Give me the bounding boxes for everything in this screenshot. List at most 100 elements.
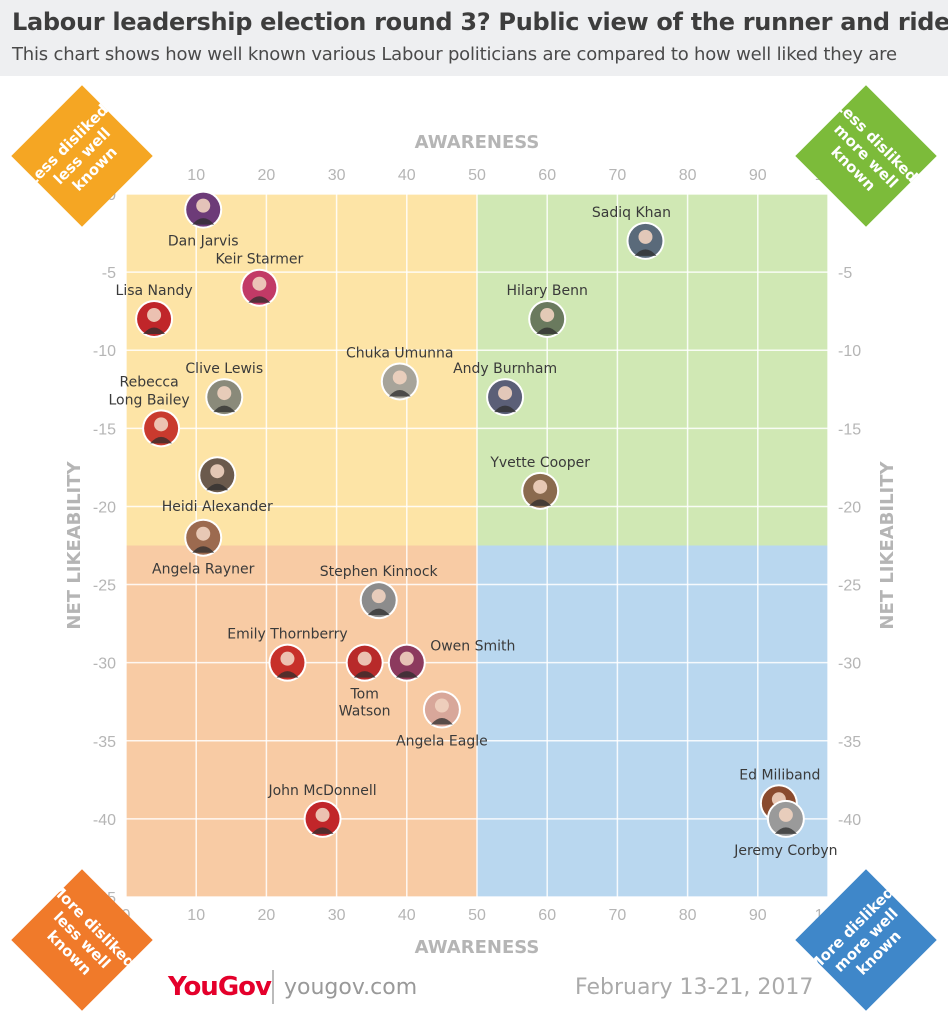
y-tick-label-right: -20 [838, 499, 861, 516]
data-point: Keir Starmer [216, 252, 304, 307]
x-tick-label-top: 50 [468, 167, 486, 184]
avatar-face-icon [392, 370, 407, 385]
data-label: Tom [349, 687, 378, 703]
footer-url[interactable]: yougov.com [284, 975, 418, 1000]
data-point: Rebecca Long Bailey [108, 374, 190, 448]
data-label: Heidi Alexander [162, 499, 273, 515]
avatar-face-icon [533, 479, 548, 494]
avatar-shoulders-icon [395, 671, 418, 678]
chart-subtitle: This chart shows how well known various … [12, 44, 897, 65]
y-tick-label-left: -5 [102, 265, 116, 282]
data-point: Lisa Nandy [116, 283, 193, 338]
y-tick-label-right: -15 [838, 421, 861, 438]
data-label: Hilary Benn [507, 283, 588, 299]
x-tick-label-bottom: 10 [187, 907, 205, 924]
data-label: Chuka Umunna [346, 345, 454, 361]
avatar-shoulders-icon [353, 671, 376, 678]
avatar-shoulders-icon [494, 405, 517, 413]
y-tick-label-left: -15 [93, 421, 116, 438]
data-label: Jeremy Corbyn [733, 843, 837, 859]
y-tick-label-right: -35 [838, 734, 861, 751]
x-axis-title-bottom: AWARENESS [415, 937, 540, 958]
data-point: Clive Lewis [185, 361, 263, 417]
yougov-logo: YouGov [168, 972, 272, 1002]
data-label: Rebecca [120, 374, 179, 390]
data-label: Keir Starmer [216, 252, 304, 268]
x-tick-label-bottom: 30 [328, 907, 346, 924]
x-tick-label-top: 30 [328, 167, 346, 184]
avatar-shoulders-icon [311, 827, 334, 834]
avatar-shoulders-icon [192, 546, 215, 553]
avatar-face-icon [196, 198, 211, 213]
data-label: Watson [339, 704, 391, 720]
avatar-shoulders-icon [529, 499, 552, 506]
avatar-shoulders-icon [206, 483, 229, 491]
data-label: Long Bailey [108, 392, 189, 408]
y-tick-label-left: -35 [93, 734, 116, 751]
quadrant-top-left [126, 194, 477, 546]
y-tick-label-left: -10 [93, 343, 116, 360]
avatar-shoulders-icon [774, 827, 797, 834]
data-label: Emily Thornberry [227, 627, 347, 643]
data-label: Andy Burnham [453, 361, 557, 377]
data-point: Hilary Benn [507, 283, 588, 338]
avatar-face-icon [434, 698, 449, 713]
avatar-face-icon [210, 464, 225, 479]
y-tick-label-left: -20 [93, 499, 116, 516]
x-tick-label-top: 40 [398, 167, 416, 184]
header: Labour leadership election round 3? Publ… [0, 0, 948, 76]
x-tick-label-top: 90 [749, 167, 767, 184]
avatar-face-icon [778, 807, 793, 822]
chart-title: Labour leadership election round 3? Publ… [12, 8, 948, 36]
footer-divider [272, 970, 274, 1004]
y-tick-label-right: -30 [838, 656, 861, 673]
y-tick-label-left: -25 [93, 578, 116, 595]
y-axis-title-right: NET LIKEABILITY [877, 460, 898, 629]
avatar-shoulders-icon [388, 389, 411, 397]
data-point: Angela Rayner [152, 518, 255, 578]
avatar-shoulders-icon [367, 608, 390, 616]
quadrant-bottom-right [477, 545, 828, 897]
data-point: Heidi Alexander [162, 456, 273, 515]
data-label: John McDonnell [267, 783, 376, 799]
y-tick-label-right: -5 [838, 265, 852, 282]
avatar-face-icon [315, 807, 330, 822]
avatar-face-icon [280, 651, 295, 666]
data-point: Dan Jarvis [168, 190, 239, 250]
avatar-shoulders-icon [192, 218, 215, 225]
avatar-face-icon [399, 651, 414, 666]
avatar-shoulders-icon [276, 671, 299, 678]
data-point: Sadiq Khan [592, 205, 671, 260]
data-label: Dan Jarvis [168, 234, 239, 250]
corner-badge-bottom-right: More disliked, more well known [795, 869, 937, 1011]
y-tick-label-right: -25 [838, 578, 861, 595]
data-label: Clive Lewis [185, 361, 263, 377]
avatar-face-icon [217, 386, 232, 401]
data-label: Angela Eagle [396, 734, 488, 750]
y-tick-label-right: -40 [838, 812, 861, 829]
avatar-shoulders-icon [536, 327, 559, 334]
avatar-shoulders-icon [634, 249, 657, 256]
data-point: John McDonnell [267, 783, 377, 838]
avatar-face-icon [540, 307, 555, 322]
avatar-face-icon [147, 307, 162, 322]
x-tick-label-bottom: 90 [749, 907, 767, 924]
quadrant-bottom-left [126, 545, 477, 897]
data-point: Emily Thornberry [227, 627, 348, 682]
x-tick-label-bottom: 80 [679, 907, 697, 924]
x-tick-label-bottom: 60 [538, 907, 556, 924]
x-tick-label-bottom: 20 [258, 907, 276, 924]
avatar-shoulders-icon [248, 296, 271, 303]
data-point: Andy Burnham [453, 361, 557, 417]
x-tick-label-top: 80 [679, 167, 697, 184]
data-label: Stephen Kinnock [320, 564, 439, 580]
avatar-face-icon [252, 276, 267, 291]
avatar-face-icon [357, 651, 372, 666]
x-tick-label-bottom: 70 [609, 907, 627, 924]
y-tick-label-right: -10 [838, 343, 861, 360]
x-tick-label-bottom: 50 [468, 907, 486, 924]
data-point: Stephen Kinnock [320, 564, 439, 620]
avatar-face-icon [196, 526, 211, 541]
